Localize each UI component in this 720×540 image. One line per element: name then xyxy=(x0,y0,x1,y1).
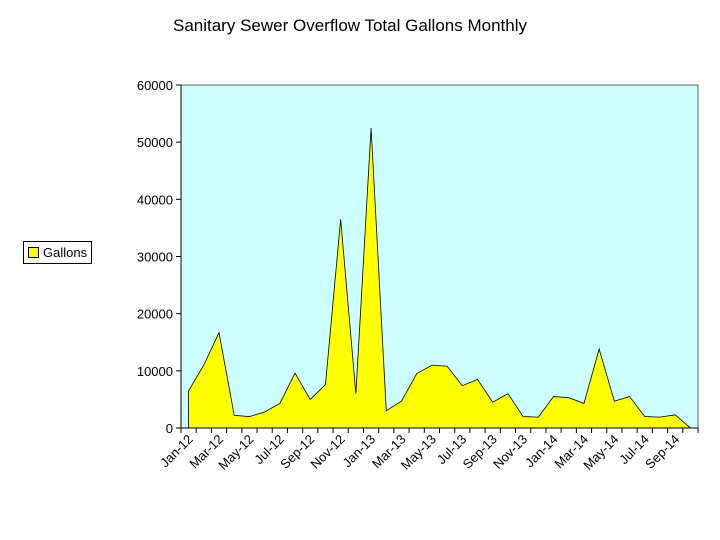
series-area-gallons xyxy=(188,127,692,429)
legend: Gallons xyxy=(23,241,93,264)
y-tick-label: 10000 xyxy=(137,364,173,379)
y-tick-label: 0 xyxy=(166,421,173,436)
x-tick-label: Nov-13 xyxy=(490,432,530,472)
y-tick-label: 60000 xyxy=(137,78,173,93)
y-tick-label: 20000 xyxy=(137,307,173,322)
y-tick-label: 50000 xyxy=(137,135,173,150)
legend-swatch xyxy=(28,247,39,258)
y-tick-label: 40000 xyxy=(137,192,173,207)
legend-label: Gallons xyxy=(43,245,88,260)
x-tick-label: Nov-12 xyxy=(308,432,348,472)
chart-title: Sanitary Sewer Overflow Total Gallons Mo… xyxy=(172,16,527,35)
x-tick-label: Sep-14 xyxy=(642,432,682,472)
y-tick-label: 30000 xyxy=(137,250,173,265)
